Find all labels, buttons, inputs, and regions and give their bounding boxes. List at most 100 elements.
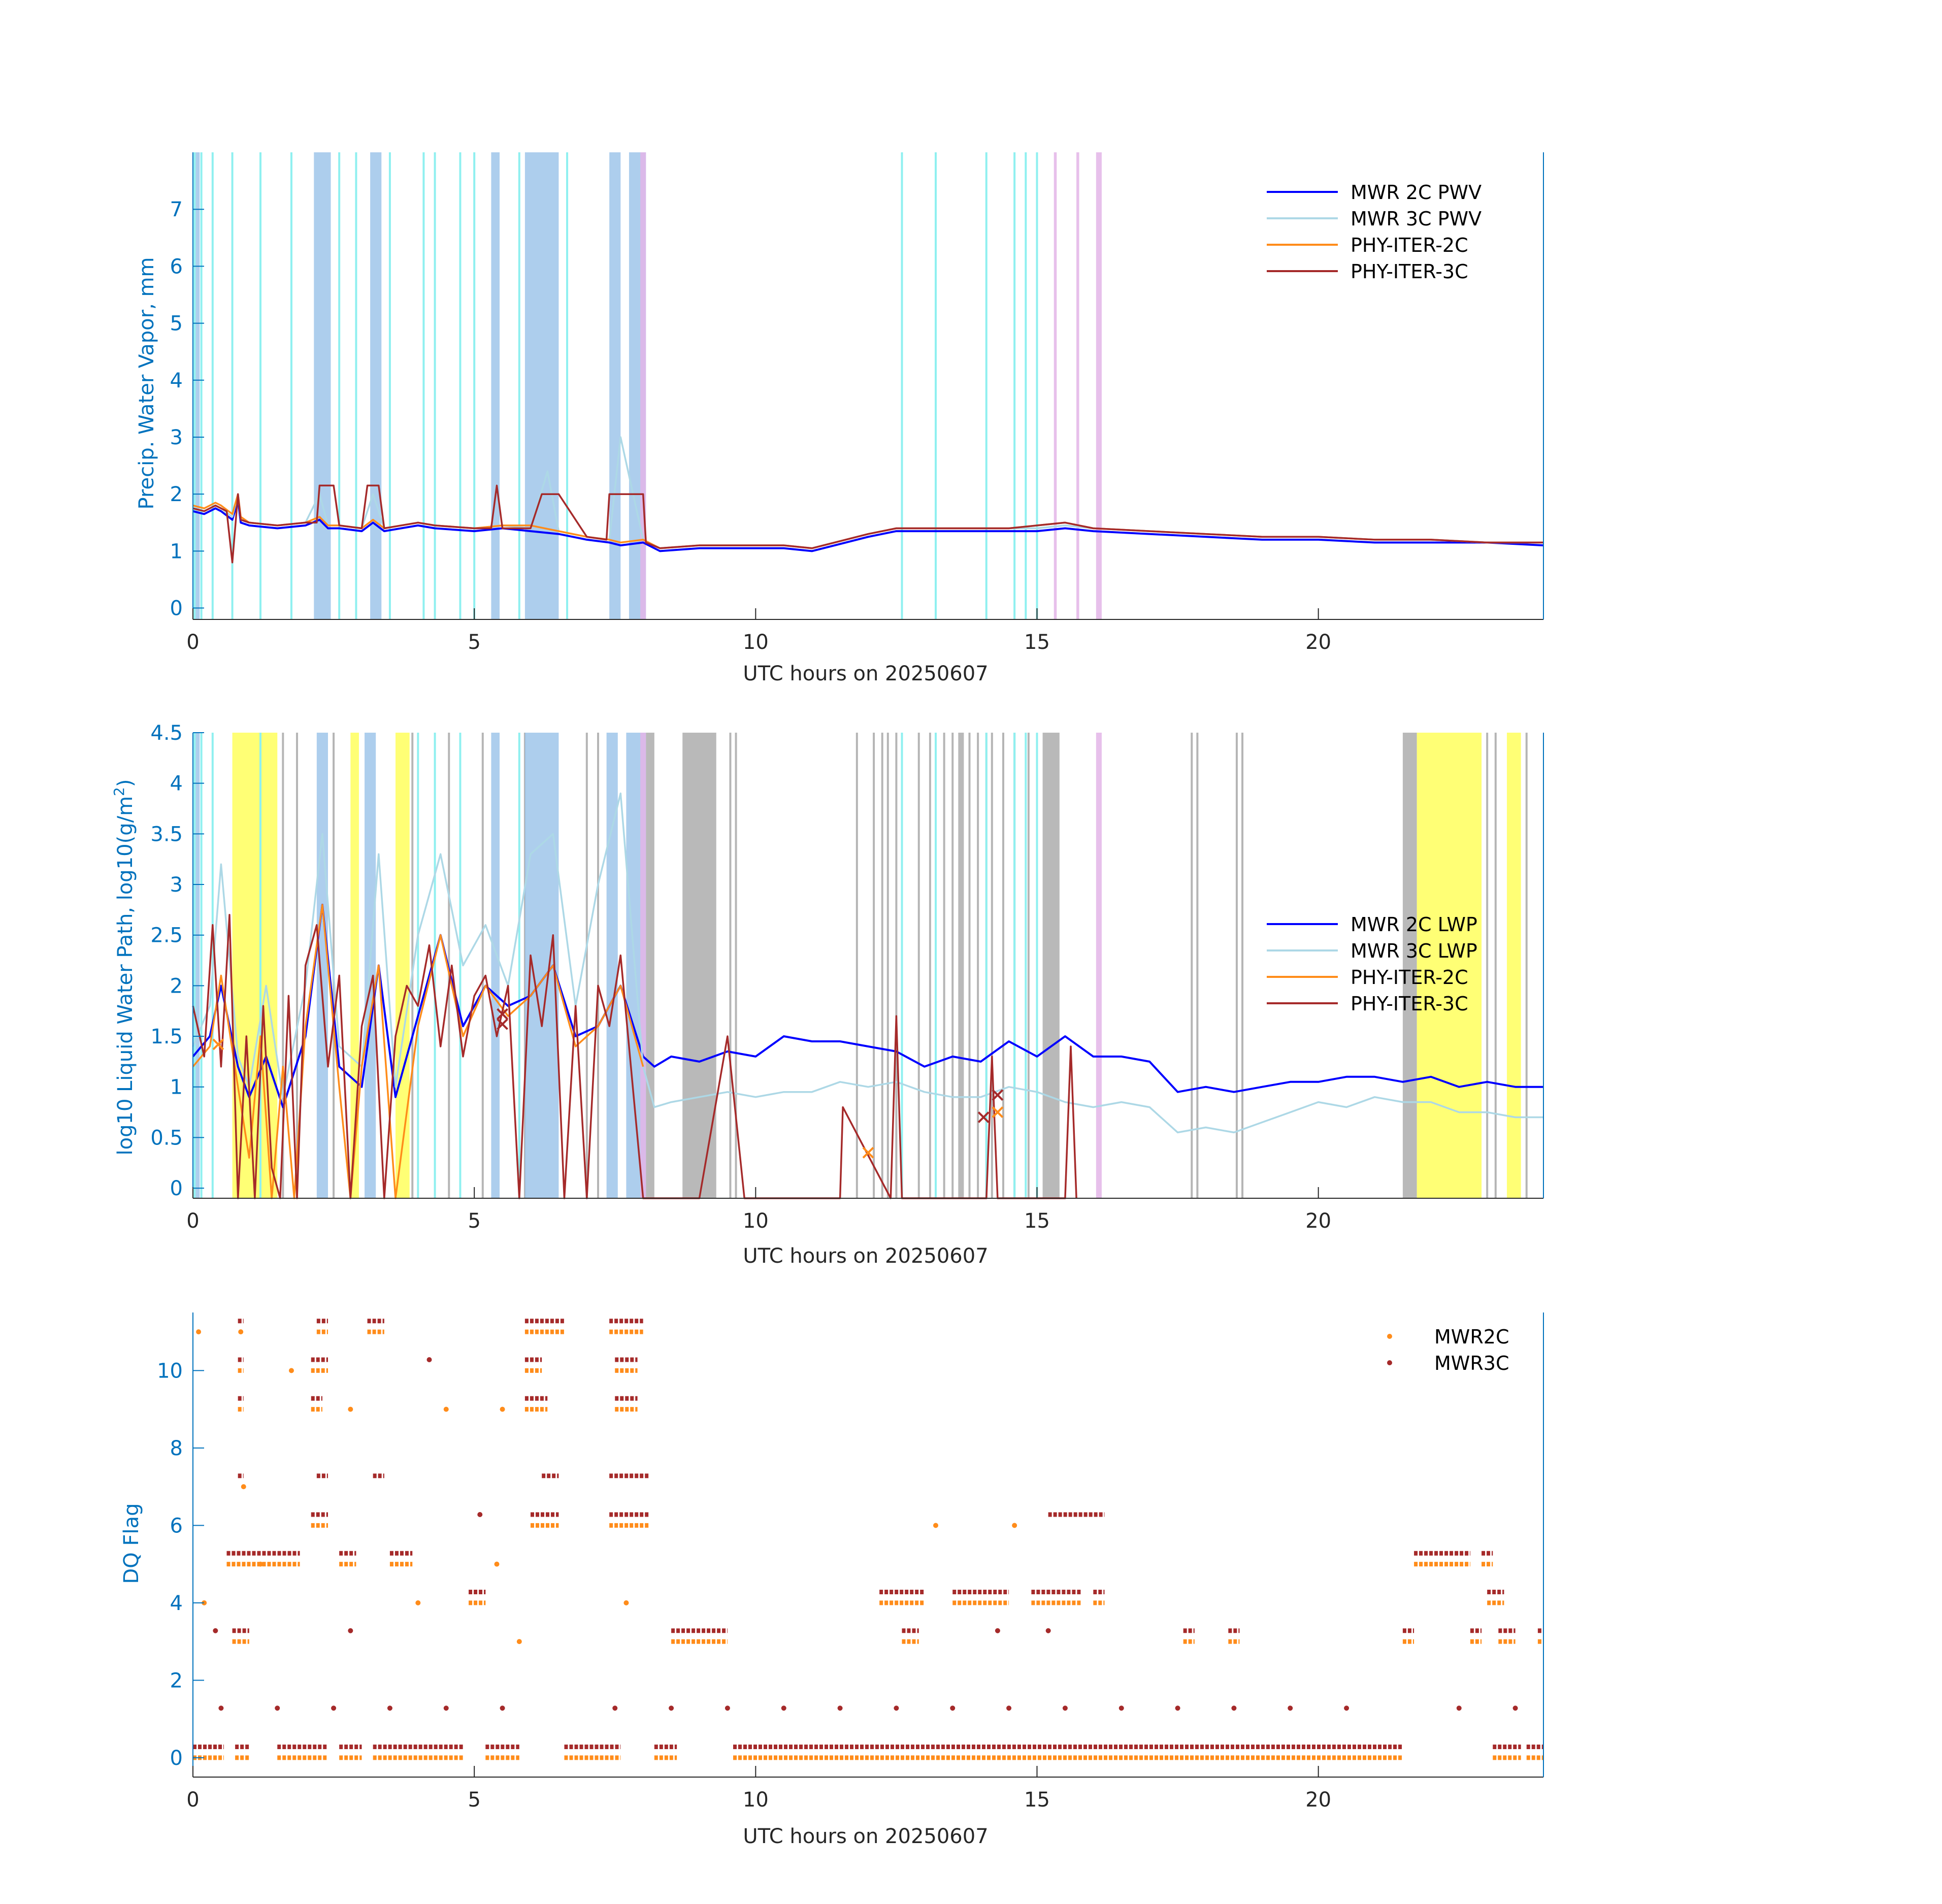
x-marker-stroke (977, 1111, 990, 1123)
dq-point (933, 1523, 938, 1528)
y-tick-label: 2 (170, 483, 183, 506)
pink-band (640, 152, 646, 619)
series-line-mwr-2c-pwv (192, 499, 1544, 552)
x-marker-stroke (862, 1146, 874, 1159)
dq-point (288, 1368, 294, 1373)
x-marker-stroke (992, 1089, 1004, 1101)
blue-band (370, 152, 382, 619)
lwp-ylabel-main: log10 Liquid Water Path, log10(g/m (114, 796, 137, 1156)
pwv-legend: MWR 2C PWV MWR 3C PWV PHY-ITER-2C PHY-ITER-… (1267, 181, 1482, 283)
dq-point (196, 1329, 202, 1335)
yellow-band (232, 733, 278, 1198)
dq-point (1062, 1705, 1068, 1711)
series-line-phy-iter-2c (192, 904, 644, 1199)
gray-band (958, 733, 964, 1198)
legend-label: MWR 2C LWP (1351, 913, 1477, 936)
dq-point (725, 1705, 730, 1711)
dq-point (218, 1705, 224, 1711)
blue-band (195, 152, 200, 619)
x-tick-label: 10 (743, 631, 769, 654)
y-tick-label: 0.5 (150, 1126, 183, 1150)
dq-point (331, 1705, 337, 1711)
y-tick-label: 4 (170, 369, 183, 392)
dq-point (612, 1705, 618, 1711)
x-tick-label: 20 (1305, 1788, 1331, 1812)
pink-band (1076, 152, 1079, 619)
dq-panel: 0 5 10 15 20 0 2 4 6 8 10 UTC hours on 20250607 DQ… (120, 1312, 1544, 1848)
dq-point (1006, 1705, 1012, 1711)
dq-point (950, 1705, 956, 1711)
legend-label: PHY-ITER-2C (1351, 966, 1468, 989)
blue-band (316, 733, 328, 1198)
y-tick-label: 4.5 (150, 721, 183, 745)
x-marker (992, 1089, 1004, 1101)
series-line-phy-iter-3c (192, 484, 1543, 564)
y-tick-label: 2 (170, 974, 183, 998)
y-tick-label: 3 (170, 426, 183, 449)
yellow-band (396, 733, 410, 1198)
dq-point (894, 1705, 899, 1711)
x-tick-label: 0 (186, 631, 199, 654)
series-line-phy-iter-3c (192, 914, 1077, 1199)
dq-point (1456, 1705, 1462, 1711)
pink-band (640, 733, 646, 1198)
lwp-ylabel: log10 Liquid Water Path, log10(g/m2) (111, 779, 137, 1156)
y-tick-label: 0 (170, 1177, 183, 1200)
blue-band (195, 733, 200, 1198)
dq-point (387, 1705, 392, 1711)
dq-xlabel: UTC hours on 20250607 (743, 1825, 988, 1848)
dq-point (1512, 1705, 1518, 1711)
pwv-panel: 0 5 10 15 20 0 1 2 3 4 5 6 7 UTC hours on 20250607 P… (135, 152, 1544, 685)
lwp-legend: MWR 2C LWP MWR 3C LWP PHY-ITER-2C PHY-ITER-… (1267, 913, 1477, 1015)
pwv-series (192, 436, 1544, 564)
pwv-axes: 0 5 10 15 20 0 1 2 3 4 5 6 7 (170, 152, 1544, 654)
legend-label: PHY-ITER-3C (1351, 260, 1468, 283)
dq-point (202, 1600, 207, 1605)
gray-band (682, 733, 716, 1198)
dq-point (623, 1600, 629, 1605)
dq-series (193, 1319, 1543, 1760)
blue-band (491, 733, 500, 1198)
dq-point (669, 1705, 674, 1711)
x-marker-stroke (992, 1106, 1004, 1118)
pink-band (1096, 152, 1102, 619)
x-tick-label: 5 (468, 1209, 480, 1233)
gray-band (646, 733, 654, 1198)
y-tick-label: 10 (157, 1359, 183, 1383)
lwp-axes: 0 5 10 15 20 0 0.5 1 1.5 2 2.5 3 3.5 4 4.5 (150, 721, 1544, 1233)
pink-band (1054, 152, 1057, 619)
dq-point (494, 1561, 500, 1567)
lwp-ylabel-sup: 2 (111, 787, 127, 796)
legend-marker (1387, 1334, 1392, 1339)
dq-axes: 0 5 10 15 20 0 2 4 6 8 10 (157, 1312, 1544, 1812)
dq-point (516, 1639, 522, 1645)
y-tick-label: 0 (170, 1747, 183, 1770)
y-tick-label: 2.5 (150, 924, 183, 947)
x-tick-label: 10 (743, 1209, 769, 1233)
y-tick-label: 1 (170, 540, 183, 563)
dq-point (213, 1628, 218, 1633)
series-line-mwr-3c-lwp (192, 792, 1543, 1134)
dq-point (1175, 1705, 1180, 1711)
x-marker (977, 1111, 990, 1123)
blue-band (491, 152, 500, 619)
y-tick-label: 3 (170, 873, 183, 897)
dq-point (477, 1512, 483, 1518)
y-tick-label: 1 (170, 1076, 183, 1099)
y-tick-label: 3.5 (150, 823, 183, 846)
dq-point (348, 1628, 353, 1633)
lwp-ylabel-end: ) (114, 779, 137, 787)
y-tick-label: 2 (170, 1669, 183, 1692)
x-tick-label: 5 (468, 1788, 480, 1812)
x-marker (497, 1018, 508, 1030)
y-tick-label: 4 (170, 772, 183, 796)
x-tick-label: 20 (1305, 1209, 1331, 1233)
dq-point (1231, 1705, 1237, 1711)
legend-label: MWR 2C PWV (1351, 181, 1482, 204)
legend-label: PHY-ITER-3C (1351, 993, 1468, 1015)
dq-point (995, 1628, 1000, 1633)
dq-point (443, 1406, 449, 1412)
legend-label: MWR 3C LWP (1351, 940, 1477, 962)
dq-point (1344, 1705, 1349, 1711)
